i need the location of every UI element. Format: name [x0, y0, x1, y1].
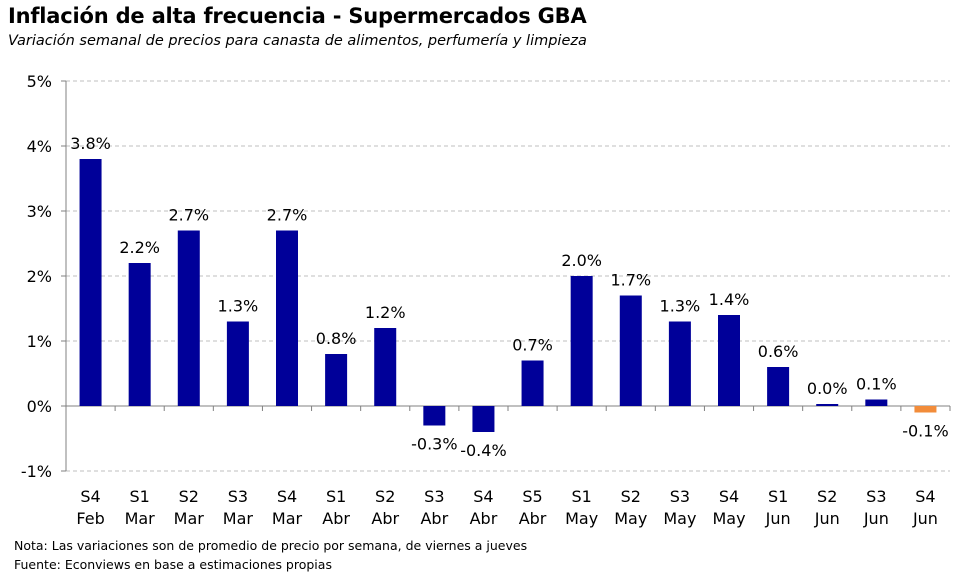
axes — [61, 80, 951, 472]
x-tick-label-month: Feb — [76, 509, 104, 528]
bar — [521, 360, 544, 406]
x-tick-label-week: S2 — [375, 487, 395, 506]
x-tick-label-week: S2 — [621, 487, 641, 506]
gridlines — [66, 80, 950, 472]
x-tick-label-week: S1 — [768, 487, 788, 506]
bar — [472, 406, 495, 432]
y-tick-label: 3% — [27, 202, 52, 221]
bar — [325, 354, 348, 406]
data-label: 3.8% — [70, 134, 111, 153]
x-tick-label-month: Mar — [125, 509, 156, 528]
x-tick-label-week: S4 — [277, 487, 297, 506]
x-tick-label-month: Jun — [765, 509, 791, 528]
x-tick-label-month: Jun — [814, 509, 840, 528]
bar — [570, 276, 593, 406]
data-label: 1.4% — [709, 290, 750, 309]
data-label: 1.2% — [365, 303, 406, 322]
x-tick-label-week: S4 — [915, 487, 935, 506]
x-tick-label-month: Abr — [420, 509, 448, 528]
source-note: Fuente: Econviews en base a estimaciones… — [14, 557, 332, 572]
data-label: 0.1% — [856, 375, 897, 394]
x-tick-label-month: Mar — [174, 509, 205, 528]
x-tick-label-week: S3 — [866, 487, 886, 506]
x-tick-label-week: S2 — [179, 487, 199, 506]
y-tick-label: 2% — [27, 267, 52, 286]
x-tick-label-week: S2 — [817, 487, 837, 506]
y-tick-label: -1% — [21, 462, 52, 481]
x-tick-label-week: S3 — [228, 487, 248, 506]
data-label: 0.8% — [316, 329, 357, 348]
x-tick-label-month: Abr — [371, 509, 399, 528]
x-tick-label-week: S4 — [473, 487, 493, 506]
bar — [423, 406, 446, 426]
bar — [128, 263, 151, 406]
data-label: -0.3% — [411, 435, 457, 454]
chart-title: Inflación de alta frecuencia - Supermerc… — [8, 4, 587, 28]
data-labels: 3.8% 2.2% 2.7% 1.3% 2.7% 0.8% 1.2% -0.3% -0.4% 0.… — [70, 134, 948, 460]
x-tick-labels: S4 Feb S1 Mar S2 Mar S3 Mar S4 Mar S1 Abr S2 Abr S3 Abr… — [76, 487, 938, 528]
data-label: 2.7% — [267, 206, 308, 225]
bar — [767, 367, 790, 406]
x-tick-label-month: May — [663, 509, 696, 528]
y-tick-label: 0% — [27, 397, 52, 416]
data-label: 1.7% — [610, 271, 651, 290]
x-tick-label-month: Jun — [912, 509, 938, 528]
data-label: 2.0% — [561, 251, 602, 270]
x-tick-label-week: S1 — [571, 487, 591, 506]
x-tick-label-month: Abr — [519, 509, 547, 528]
data-label: 1.3% — [660, 297, 701, 316]
x-tick-label-month: Abr — [470, 509, 498, 528]
bar — [668, 321, 691, 406]
bar — [177, 230, 200, 406]
bar — [619, 295, 642, 406]
bar — [79, 159, 102, 406]
x-tick-label-month: Mar — [272, 509, 303, 528]
data-label: 2.7% — [168, 206, 209, 225]
bar — [718, 315, 740, 406]
y-tick-labels: -1% 0% 1% 2% 3% 4% 5% — [21, 72, 52, 481]
x-tick-label-week: S1 — [129, 487, 149, 506]
x-tick-label-month: Jun — [863, 509, 889, 528]
data-label: 1.3% — [218, 297, 259, 316]
y-tick-label: 5% — [27, 72, 52, 91]
bar-chart: 3.8% 2.2% 2.7% 1.3% 2.7% 0.8% 1.2% -0.3% -0.4% 0.… — [21, 72, 951, 528]
bar — [914, 406, 937, 413]
data-label: 0.6% — [758, 342, 799, 361]
x-tick-label-week: S3 — [670, 487, 690, 506]
bar — [276, 230, 298, 406]
data-label: 0.0% — [807, 379, 848, 398]
y-tick-label: 4% — [27, 137, 52, 156]
bar — [374, 328, 397, 406]
x-tick-label-month: Abr — [322, 509, 350, 528]
bar — [865, 399, 888, 406]
data-label: 0.7% — [512, 336, 553, 355]
x-tick-label-week: S5 — [522, 487, 542, 506]
x-tick-label-week: S4 — [80, 487, 100, 506]
bars — [79, 159, 937, 432]
bar — [816, 404, 839, 406]
data-label: -0.1% — [902, 422, 948, 441]
x-tick-label-month: May — [712, 509, 745, 528]
x-tick-label-week: S1 — [326, 487, 346, 506]
x-tick-label-week: S4 — [719, 487, 739, 506]
x-tick-label-month: May — [614, 509, 647, 528]
bar — [226, 321, 249, 406]
x-tick-label-week: S3 — [424, 487, 444, 506]
chart-subtitle: Variación semanal de precios para canast… — [8, 33, 587, 49]
data-label: 2.2% — [119, 238, 160, 257]
y-tick-label: 1% — [27, 332, 52, 351]
x-tick-label-month: May — [565, 509, 598, 528]
footnote: Nota: Las variaciones son de promedio de… — [14, 538, 528, 553]
x-tick-label-month: Mar — [223, 509, 254, 528]
data-label: -0.4% — [460, 441, 506, 460]
